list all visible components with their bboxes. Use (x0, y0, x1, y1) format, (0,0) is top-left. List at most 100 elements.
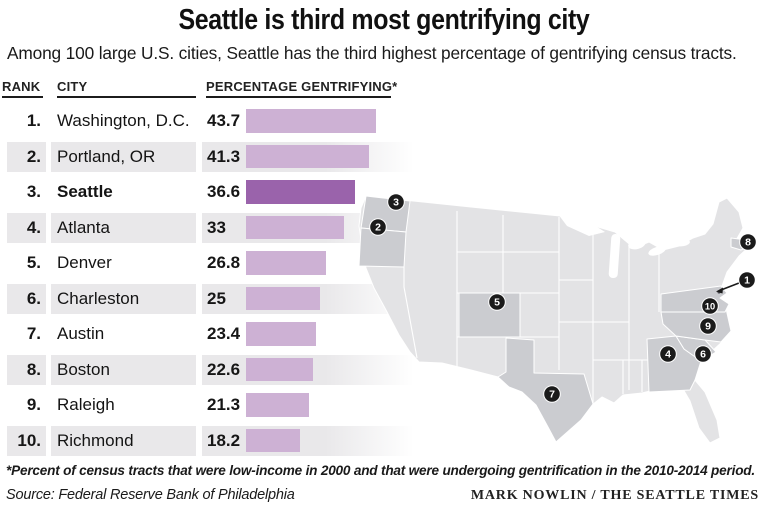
svg-text:5: 5 (494, 297, 500, 309)
credit-line: MARK NOWLIN / THE SEATTLE TIMES (470, 488, 759, 503)
row-stripe-rank (7, 212, 46, 243)
map-marker-7: 7 (543, 385, 561, 403)
row-stripe-city (51, 283, 196, 314)
row-city: Raleigh (57, 395, 115, 414)
row-bar (246, 322, 316, 346)
row-value: 36.6 (207, 182, 241, 201)
row-bar (246, 286, 321, 310)
row-rank: 10. (17, 430, 41, 450)
row-city: Washington, D.C. (57, 111, 190, 130)
row-stripe-rank (7, 283, 46, 314)
row-bar (246, 180, 355, 204)
table-row: 9. Raleigh 21.3 (0, 390, 768, 420)
column-header-rank: RANK (2, 79, 41, 94)
row-bar (246, 215, 344, 239)
svg-text:6: 6 (700, 349, 706, 361)
map-marker-9: 9 (699, 317, 717, 335)
svg-text:4: 4 (665, 349, 671, 361)
row-rank: 5. (26, 253, 41, 272)
svg-text:10: 10 (705, 302, 715, 312)
row-bar (246, 251, 326, 275)
row-rank: 6. (26, 288, 41, 308)
us-map-svg: 1 2 3 4 5 6 7 8 9 10 (358, 193, 757, 444)
column-header-city: CITY (57, 79, 88, 94)
table-row: 3. Seattle 36.6 (0, 177, 768, 207)
row-bar (246, 428, 301, 452)
row-rank: 3. (26, 182, 41, 201)
row-bar (246, 393, 310, 417)
row-stripe-city (51, 425, 196, 456)
lake-erie (648, 246, 666, 256)
table-row: 5. Denver 26.8 (0, 248, 768, 278)
row-value: 33 (207, 217, 226, 237)
page-title: Seattle is third most gentrifying city (178, 4, 590, 36)
map-marker-5: 5 (488, 293, 506, 311)
row-stripe-rank (7, 425, 46, 456)
row-city: Denver (57, 253, 112, 272)
row-rank: 8. (26, 359, 41, 379)
lake-superior (558, 214, 605, 236)
row-bar (246, 357, 314, 381)
row-stripe-city (51, 141, 196, 172)
map-marker-1: 1 (738, 271, 756, 289)
row-stripe-city (51, 354, 196, 385)
header-rule-rank (2, 96, 43, 98)
us-map: 1 2 3 4 5 6 7 8 9 10 (353, 190, 768, 455)
row-city: Richmond (57, 430, 134, 450)
svg-text:7: 7 (549, 389, 555, 401)
row-city: Charleston (57, 288, 140, 308)
table-row: 10. Richmond 18.2 (0, 425, 768, 456)
row-rank: 2. (26, 146, 41, 166)
row-value: 25 (207, 288, 226, 308)
row-city: Boston (57, 359, 110, 379)
row-stripe-rank (7, 354, 46, 385)
column-header-value: PERCENTAGE GENTRIFYING* (206, 79, 398, 94)
row-value: 23.4 (207, 324, 241, 343)
table-row: 1. Washington, D.C. 43.7 (0, 106, 768, 136)
map-marker-8: 8 (739, 233, 757, 251)
dc-leader-arrowhead (716, 287, 723, 294)
row-stripe-value (202, 425, 414, 456)
row-city: Seattle (57, 182, 113, 201)
map-marker-3: 3 (387, 193, 405, 211)
header-rule-value (206, 96, 391, 98)
row-value: 26.8 (207, 253, 241, 272)
row-value: 43.7 (207, 111, 241, 130)
row-rank: 1. (26, 111, 41, 130)
lake-huron (628, 238, 646, 250)
row-bar (246, 144, 369, 168)
map-marker-6: 6 (694, 345, 712, 363)
map-marker-4: 4 (659, 345, 677, 363)
row-stripe-rank (7, 141, 46, 172)
row-value: 41.3 (207, 146, 241, 166)
table-row: 8. Boston 22.6 (0, 354, 768, 385)
lake-ontario (676, 239, 690, 247)
row-rank: 7. (26, 324, 41, 343)
state-oregon (358, 227, 407, 268)
row-bar (246, 109, 376, 133)
row-value: 18.2 (207, 430, 241, 450)
svg-text:3: 3 (393, 197, 399, 209)
map-marker-2: 2 (369, 218, 387, 236)
row-city: Atlanta (57, 217, 110, 237)
row-city: Portland, OR (57, 146, 156, 166)
svg-text:1: 1 (744, 275, 750, 287)
page-subtitle: Among 100 large U.S. cities, Seattle has… (7, 43, 737, 63)
lake-michigan (608, 234, 621, 279)
row-value: 21.3 (207, 395, 241, 414)
header: Seattle is third most gentrifying city (0, 4, 768, 37)
row-value: 22.6 (207, 359, 241, 379)
table-row: 7. Austin 23.4 (0, 319, 768, 349)
svg-text:2: 2 (375, 222, 381, 234)
row-rank: 9. (26, 395, 41, 414)
row-stripe-city (51, 212, 196, 243)
svg-text:8: 8 (745, 237, 751, 249)
source-line: Source: Federal Reserve Bank of Philadel… (6, 487, 295, 503)
svg-text:9: 9 (705, 321, 711, 333)
table-row: 2. Portland, OR 41.3 (0, 141, 768, 172)
row-rank: 4. (26, 217, 41, 237)
map-marker-10: 10 (701, 297, 719, 315)
header-rule-city (57, 96, 196, 98)
row-city: Austin (57, 324, 105, 343)
